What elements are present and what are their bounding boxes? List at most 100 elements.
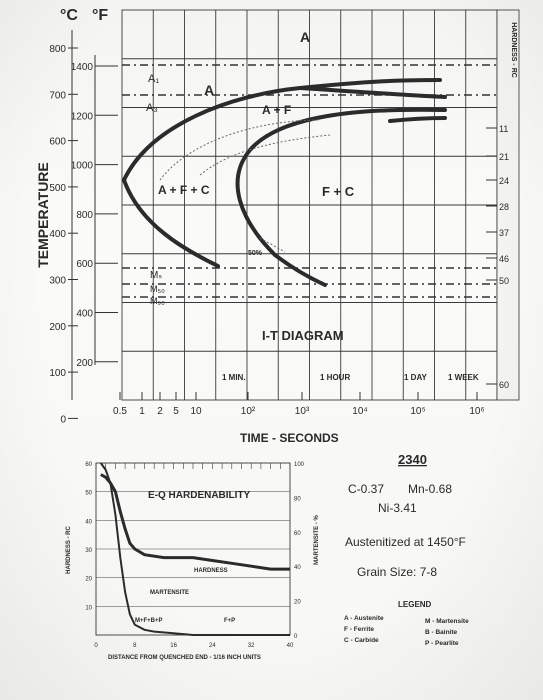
hardness-scale-strip <box>496 9 520 401</box>
eq-left-tick-label: 20 <box>85 577 92 583</box>
eq-x-axis-label: DISTANCE FROM QUENCHED END - 1/16 INCH U… <box>108 655 261 661</box>
fahrenheit-tick-label: 800 <box>76 210 93 221</box>
it-diagram-title: I-T DIAGRAM <box>262 328 344 343</box>
eq-right-tick-label: 0 <box>294 634 298 640</box>
m90-label: M₉₀ <box>150 296 165 306</box>
eq-right-tick-label: 20 <box>294 600 301 606</box>
eq-x-tick-label: 8 <box>133 643 137 649</box>
legend-item-bainite: B - Bainite <box>425 629 458 636</box>
celsius-tick-label: 700 <box>49 90 66 101</box>
marker-1-week: 1 WEEK <box>448 373 479 382</box>
composition-nickel: Ni-3.41 <box>378 501 417 515</box>
celsius-tick-label: 300 <box>49 276 66 287</box>
eq-martensite-line <box>99 462 290 636</box>
eq-x-tick-label: 0 <box>94 643 98 649</box>
fahrenheit-tick-label: 400 <box>76 309 93 320</box>
region-ferrite-carbide: F + C <box>322 184 355 199</box>
it-x-tick-label: 10³ <box>295 406 310 417</box>
fifty-percent-label: 50% <box>248 250 263 257</box>
hardness-scale-ticks: 11 21 24 28 37 46 50 60 <box>486 124 509 390</box>
eq-left-tick-label: 40 <box>85 519 92 525</box>
fahrenheit-tick-label: 200 <box>76 358 93 369</box>
hardness-tick-label: 50 <box>499 276 509 286</box>
eq-title: E-Q HARDENABILITY <box>148 490 251 501</box>
eq-y-axis-label: HARDNESS - RC <box>66 526 72 574</box>
eq-left-ticks: 10 20 30 40 50 60 <box>85 462 92 611</box>
hardness-tick-label: 37 <box>499 228 509 238</box>
hardness-tick-label: 11 <box>499 124 508 134</box>
marker-1-day: 1 DAY <box>404 373 427 382</box>
legend-item-carbide: C - Carbide <box>344 637 379 644</box>
it-x-tick-label: 10 <box>190 406 202 417</box>
finish-curve-upper <box>235 107 447 257</box>
eq-series-group <box>99 462 290 636</box>
legend-item-pearlite: P - Pearlite <box>425 640 459 647</box>
marker-1-hour: 1 HOUR <box>320 373 350 382</box>
fahrenheit-tick-label: 1200 <box>71 111 94 122</box>
eq-phase-label-mfbp: M+F+B+P <box>135 618 163 624</box>
eq-left-tick-label: 10 <box>85 605 92 611</box>
a3-label: A₁ <box>148 73 159 85</box>
eq-x-tick-label: 24 <box>209 643 216 649</box>
celsius-tick-label: 800 <box>49 44 66 55</box>
start-curve-tail <box>298 86 447 99</box>
hardness-tick-label: 24 <box>499 176 509 186</box>
legend: LEGEND A - Austenite F - Ferrite C - Car… <box>344 600 469 647</box>
eq-right-tick-label: 80 <box>294 496 301 502</box>
it-horizontal-gridlines <box>122 58 497 352</box>
it-x-tick-label: 10² <box>241 406 256 417</box>
eq-right-tick-label: 40 <box>294 565 301 571</box>
marker-1-min: 1 MIN. <box>222 373 246 382</box>
eq-right-tick-label: 100 <box>294 462 305 468</box>
fahrenheit-tick-label: 1000 <box>71 161 94 172</box>
region-austenite-top: A <box>300 29 310 45</box>
hardness-scale-label: HARDNESS - RC <box>510 22 517 78</box>
eq-x-tick-label: 40 <box>287 643 294 649</box>
it-x-tick-label: 10⁶ <box>469 406 484 417</box>
it-y-axis-label: TEMPERATURE <box>35 162 51 268</box>
it-x-tick-label: 1 <box>139 406 145 417</box>
fahrenheit-tick-label: 600 <box>76 259 93 270</box>
hardness-tick-label: 60 <box>499 380 509 390</box>
start-curve-upper <box>122 78 442 182</box>
it-x-tick-label: 2 <box>157 406 163 417</box>
fifty-percent-curve <box>159 119 331 253</box>
composition-manganese: Mn-0.68 <box>408 482 452 496</box>
a1-label: A₃ <box>146 102 158 114</box>
eq-martensite-label: MARTENSITE <box>150 590 189 596</box>
fahrenheit-unit: °F <box>92 7 108 24</box>
fahrenheit-ticks: 1400 1200 1000 800 600 400 200 <box>71 62 118 369</box>
celsius-tick-label: 400 <box>49 229 66 240</box>
finish-curve-tail <box>388 116 447 123</box>
celsius-tick-label: 500 <box>49 183 66 194</box>
eq-left-tick-label: 60 <box>85 462 92 468</box>
celsius-tick-label: 100 <box>49 368 66 379</box>
grain-size-note: Grain Size: 7-8 <box>357 565 437 579</box>
steel-grade: 2340 <box>398 452 427 467</box>
eq-gridlines <box>95 462 291 607</box>
it-x-ticks: 0.5 1 2 5 10 10² 10³ 10⁴ 10⁵ 10⁶ <box>113 392 485 417</box>
eq-y2-axis-label: MARTENSITE - % <box>314 515 320 565</box>
eq-x-tick-label: 32 <box>248 643 255 649</box>
celsius-tick-label: 200 <box>49 322 66 333</box>
eq-hardness-label: HARDNESS <box>194 568 228 574</box>
composition-carbon: C-0.37 <box>348 482 384 496</box>
eq-phase-label-fp: F+P <box>224 618 235 624</box>
austenitized-note: Austenitized at 1450°F <box>345 535 466 549</box>
it-x-tick-label: 10⁴ <box>352 406 367 417</box>
eq-hardenability-chart: 10 20 30 40 50 60 0 20 40 60 80 100 0 8 16 24 32 40 HAR… <box>66 462 320 661</box>
it-x-tick-label: 5 <box>173 406 179 417</box>
legend-item-ferrite: F - Ferrite <box>344 626 374 633</box>
legend-title: LEGEND <box>398 600 432 609</box>
eq-left-tick-label: 30 <box>85 548 92 554</box>
legend-item-austenite: A - Austenite <box>344 615 384 622</box>
hardness-tick-label: 46 <box>499 254 509 264</box>
eq-right-tick-label: 60 <box>294 531 301 537</box>
celsius-tick-label: 600 <box>49 137 66 148</box>
steel-info: 2340 C-0.37 Mn-0.68 Ni-3.41 Austenitized… <box>345 452 466 579</box>
eq-right-ticks: 0 20 40 60 80 100 <box>294 462 305 640</box>
legend-item-martensite: M - Martensite <box>425 618 469 625</box>
